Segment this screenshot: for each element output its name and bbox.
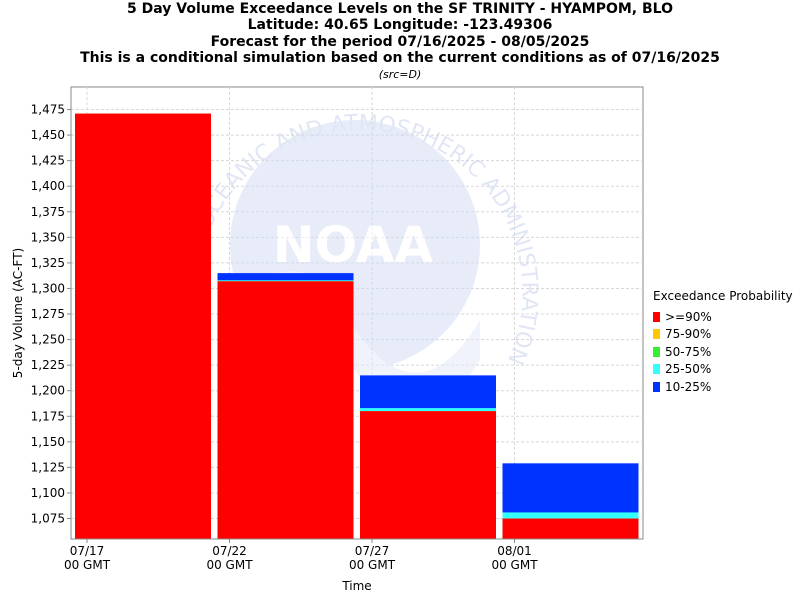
y-tick-label: 1,325 (31, 256, 65, 270)
bar-segment (502, 518, 639, 539)
legend-swatch-ge90 (653, 311, 660, 322)
x-tick-sublabel: 00 GMT (206, 558, 253, 572)
y-tick-label: 1,125 (31, 460, 65, 474)
bar-segment (75, 113, 211, 540)
y-axis: 1,075 1,100 1,125 1,150 1,175 1,200 1,225 1,250… (31, 87, 72, 539)
x-tick-label: 07/27 (355, 544, 390, 558)
x-tick-label: 07/17 (70, 544, 105, 558)
y-tick-label: 1,200 (31, 384, 65, 398)
y-tick-label: 1,250 (31, 333, 65, 347)
legend-item-50-75: 50-75% (653, 343, 793, 361)
legend: Exceedance Probability >=90% 75-90% 50-7… (653, 289, 793, 396)
y-tick-label: 1,400 (31, 179, 65, 193)
y-tick-label: 1,075 (31, 512, 65, 526)
chart-title-line-2: Latitude: 40.65 Longitude: -123.49306 (247, 17, 553, 33)
chart-title-line-4: This is a conditional simulation based o… (80, 50, 720, 66)
x-tick-sublabel: 00 GMT (64, 558, 111, 572)
legend-swatch-25-50 (653, 364, 660, 375)
y-tick-label: 1,175 (31, 409, 65, 423)
x-tick-label: 08/01 (497, 544, 532, 558)
x-axis-label: Time (341, 579, 371, 593)
x-tick-sublabel: 00 GMT (349, 558, 396, 572)
legend-swatch-75-90 (653, 329, 660, 340)
bar-segment (217, 281, 354, 539)
y-tick-label: 1,300 (31, 281, 65, 295)
legend-label-75-90: 75-90% (665, 327, 712, 342)
y-tick-label: 1,350 (31, 230, 65, 244)
y-tick-label: 1,425 (31, 154, 65, 168)
legend-label-10-25: 10-25% (665, 379, 712, 394)
chart-title-line-3: Forecast for the period 07/16/2025 - 08/… (210, 34, 590, 50)
y-tick-label: 1,450 (31, 128, 65, 142)
legend-item-75-90: 75-90% (653, 326, 793, 344)
legend-swatch-50-75 (653, 346, 660, 357)
y-tick-label: 1,100 (31, 486, 65, 500)
legend-label-50-75: 50-75% (665, 344, 712, 359)
y-axis-label: 5-day Volume (AC-FT) (11, 248, 25, 378)
noaa-logo-text: NOAA (273, 216, 434, 274)
legend-item-ge90: >=90% (653, 308, 793, 326)
legend-item-10-25: 10-25% (653, 378, 793, 396)
legend-title: Exceedance Probability (653, 289, 793, 303)
y-tick-label: 1,150 (31, 435, 65, 449)
y-tick-label: 1,375 (31, 205, 65, 219)
y-tick-label: 1,225 (31, 358, 65, 372)
bar-segment (360, 411, 496, 539)
x-tick-label: 07/22 (212, 544, 247, 558)
legend-label-ge90: >=90% (665, 309, 712, 324)
legend-item-25-50: 25-50% (653, 361, 793, 379)
y-tick-label: 1,475 (31, 102, 65, 116)
y-tick-label: 1,275 (31, 307, 65, 321)
chart-title-line-1: 5 Day Volume Exceedance Levels on the SF… (127, 1, 673, 17)
legend-swatch-10-25 (653, 381, 660, 392)
x-tick-sublabel: 00 GMT (491, 558, 538, 572)
legend-label-25-50: 25-50% (665, 362, 712, 377)
chart-subtitle: (src=D) (378, 68, 422, 81)
bars-group (75, 113, 639, 540)
